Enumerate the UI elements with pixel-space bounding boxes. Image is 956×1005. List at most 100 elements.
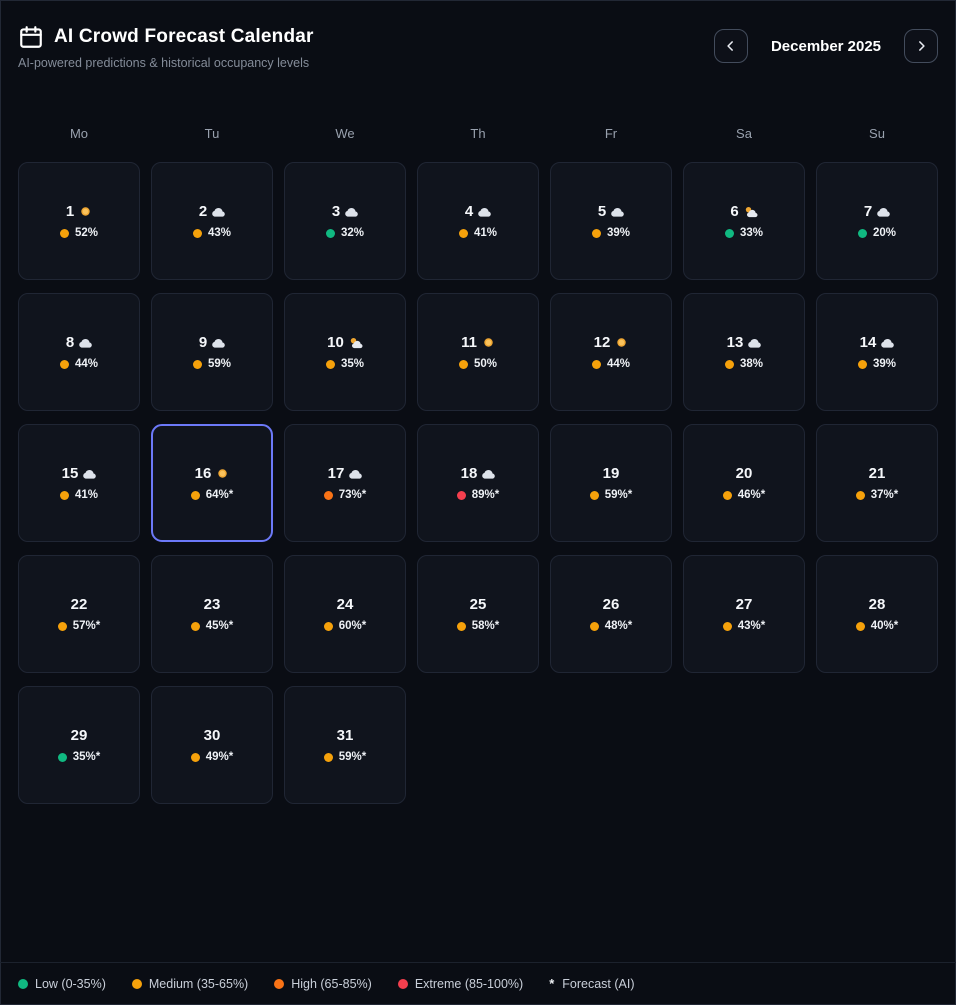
day-number: 3 (331, 203, 341, 220)
prev-month-button[interactable] (714, 29, 748, 63)
legend-dot-extreme (397, 978, 408, 989)
calendar-icon (18, 24, 44, 50)
occupancy-value: 48%* (604, 620, 633, 632)
occupancy-value: 59% (207, 358, 232, 370)
day-cell-19[interactable]: 19 59%* (550, 424, 672, 542)
occupancy-level-dot-medium (722, 490, 732, 500)
forecast-asterisk: * (549, 976, 555, 991)
day-cell-29[interactable]: 29 35%* (18, 686, 140, 804)
legend-label: Medium (35-65%) (148, 976, 249, 991)
day-cell-27[interactable]: 27 43%* (683, 555, 805, 673)
day-cell-10[interactable]: 10 35% (284, 293, 406, 411)
day-cell-2[interactable]: 2 43% (151, 162, 273, 280)
day-cell-12[interactable]: 12 44% (550, 293, 672, 411)
day-cell-31[interactable]: 31 59%* (284, 686, 406, 804)
occupancy-level-dot-high (323, 490, 333, 500)
occupancy-level-dot-medium (59, 228, 69, 238)
occupancy-value: 73%* (338, 489, 367, 501)
next-month-button[interactable] (904, 29, 938, 63)
calendar-grid: 1 52% 2 43% 3 32% 4 41% 5 39% 6 33% 7 20% 8 44% 9 59% 10 35… (0, 162, 956, 804)
forecast-note: * Forecast (AI) (549, 976, 634, 991)
header: AI Crowd Forecast Calendar AI-powered pr… (0, 0, 956, 70)
occupancy-level-dot-medium (458, 228, 468, 238)
occupancy-level-dot-extreme (456, 490, 466, 500)
day-cell-24[interactable]: 24 60%* (284, 555, 406, 673)
day-cell-6[interactable]: 6 33% (683, 162, 805, 280)
occupancy-value: 45%* (205, 620, 234, 632)
day-cell-23[interactable]: 23 45%* (151, 555, 273, 673)
occupancy-level-dot-low (857, 228, 867, 238)
weather-cloud-icon (212, 206, 225, 217)
day-number: 17 (327, 465, 345, 482)
day-cell-20[interactable]: 20 46%* (683, 424, 805, 542)
occupancy-value: 44% (606, 358, 631, 370)
occupancy-level-dot-medium (724, 359, 734, 369)
day-cell-11[interactable]: 11 50% (417, 293, 539, 411)
weekday-header-row: Mo Tu We Th Fr Sa Su (0, 126, 956, 141)
day-number: 18 (460, 465, 478, 482)
day-number: 1 (65, 203, 75, 220)
day-cell-25[interactable]: 25 58%* (417, 555, 539, 673)
day-cell-18[interactable]: 18 89%* (417, 424, 539, 542)
chevron-right-icon (914, 39, 928, 53)
occupancy-level-dot-low (724, 228, 734, 238)
occupancy-level-dot-medium (722, 621, 732, 631)
occupancy-level-dot-medium (589, 621, 599, 631)
day-cell-7[interactable]: 7 20% (816, 162, 938, 280)
legend: Low (0-35%) Medium (35-65%) High (65-85%) E… (0, 962, 956, 1005)
day-cell-17[interactable]: 17 73%* (284, 424, 406, 542)
day-number: 8 (65, 334, 75, 351)
occupancy-value: 43% (207, 227, 232, 239)
weather-sun-icon (79, 205, 92, 218)
weather-sun-behind-cloud-icon (349, 337, 363, 349)
weekday-label-su: Su (869, 126, 885, 141)
legend-dot-medium (131, 978, 142, 989)
weather-cloud-icon (748, 337, 762, 348)
occupancy-value: 49%* (205, 751, 234, 763)
day-cell-15[interactable]: 15 41% (18, 424, 140, 542)
day-cell-26[interactable]: 26 48%* (550, 555, 672, 673)
day-cell-9[interactable]: 9 59% (151, 293, 273, 411)
day-number: 29 (70, 727, 88, 744)
weather-cloud-icon (877, 206, 890, 217)
day-cell-28[interactable]: 28 40%* (816, 555, 938, 673)
day-number: 6 (730, 203, 739, 220)
occupancy-value: 38% (739, 358, 764, 370)
day-cell-3[interactable]: 3 32% (284, 162, 406, 280)
occupancy-value: 37%* (870, 489, 899, 501)
weather-cloud-icon (345, 206, 358, 217)
occupancy-level-dot-medium (190, 621, 200, 631)
day-cell-14[interactable]: 14 39% (816, 293, 938, 411)
page-title: AI Crowd Forecast Calendar (54, 26, 314, 47)
day-number: 20 (735, 465, 753, 482)
day-cell-5[interactable]: 5 39% (550, 162, 672, 280)
day-cell-16[interactable]: 16 64%* (151, 424, 273, 542)
day-cell-30[interactable]: 30 49%* (151, 686, 273, 804)
day-number: 12 (593, 334, 611, 351)
occupancy-level-dot-medium (458, 359, 468, 369)
day-cell-1[interactable]: 1 52% (18, 162, 140, 280)
occupancy-value: 33% (739, 227, 764, 239)
weather-sun-icon (615, 336, 628, 349)
weather-sun-icon (482, 336, 495, 349)
occupancy-value: 64%* (205, 489, 234, 501)
day-number: 31 (336, 727, 354, 744)
day-cell-8[interactable]: 8 44% (18, 293, 140, 411)
occupancy-value: 57%* (72, 620, 101, 632)
chevron-left-icon (724, 39, 738, 53)
weekday-label-sa: Sa (736, 126, 752, 141)
day-number: 27 (735, 596, 753, 613)
day-cell-22[interactable]: 22 57%* (18, 555, 140, 673)
day-cell-21[interactable]: 21 37%* (816, 424, 938, 542)
weekday-label-tu: Tu (204, 126, 220, 141)
day-number: 23 (203, 596, 221, 613)
weekday-label-fr: Fr (604, 126, 618, 141)
day-number: 14 (859, 334, 877, 351)
weather-cloud-icon (881, 337, 895, 348)
occupancy-level-dot-medium (591, 359, 601, 369)
occupancy-value: 44% (74, 358, 99, 370)
day-cell-13[interactable]: 13 38% (683, 293, 805, 411)
day-cell-4[interactable]: 4 41% (417, 162, 539, 280)
occupancy-level-dot-medium (325, 359, 335, 369)
